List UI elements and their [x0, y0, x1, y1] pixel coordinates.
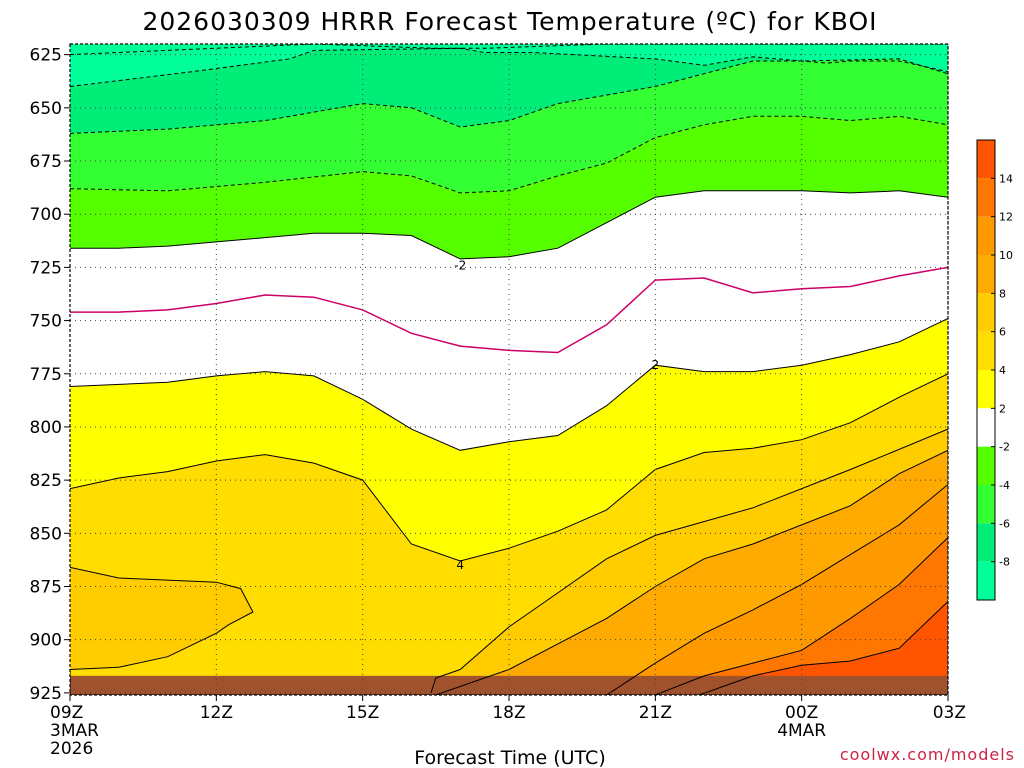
colorbar-tick-label: -6 [999, 517, 1010, 530]
contour-fills [70, 44, 948, 695]
x-tick-date: 3MAR [50, 721, 99, 741]
colorbar-swatch [977, 370, 995, 409]
colorbar-swatch [977, 331, 995, 370]
y-tick-label: 750 [30, 312, 62, 332]
y-tick-label: 700 [30, 205, 62, 225]
colorbar-tick-label: -8 [999, 556, 1010, 569]
contour-line-16 [699, 600, 948, 695]
x-tick-label: 18Z [492, 703, 525, 723]
contour-label: 4 [456, 558, 464, 572]
y-tick-label: 875 [30, 578, 62, 598]
y-tick-label: 900 [30, 631, 62, 651]
colorbar-swatch [977, 293, 995, 332]
x-tick-label: 12Z [200, 703, 233, 723]
colorbar-swatch [977, 140, 995, 179]
y-tick-label: 725 [30, 258, 62, 278]
contour-line--2 [70, 115, 948, 194]
y-tick-label: 775 [30, 365, 62, 385]
x-tick-label: 21Z [639, 703, 672, 723]
contour-line-4 [70, 317, 948, 451]
colorbar-swatch [977, 485, 995, 524]
colorbar-swatch [977, 408, 995, 447]
contour-line--6 [70, 47, 948, 87]
colorbar-swatch [977, 561, 995, 600]
y-tick-label: 650 [30, 99, 62, 119]
colorbar-tick-label: 6 [999, 326, 1006, 339]
x-tick-date: 4MAR [777, 721, 826, 741]
zero-degree-line [70, 266, 948, 354]
x-axis-label: Forecast Time (UTC) [414, 747, 605, 768]
colorbar-tick-label: 14 [999, 172, 1013, 185]
contour-label: -2 [454, 258, 466, 272]
contour-line--8 [70, 44, 948, 56]
contour-line-14 [655, 536, 948, 695]
colorbar-swatch [977, 523, 995, 562]
y-tick-label: 625 [30, 46, 62, 66]
colorbar-tick-label: 2 [999, 402, 1006, 415]
contour-line-10 [435, 449, 948, 695]
plot-area [70, 44, 948, 695]
colorbar-swatch [977, 178, 995, 217]
ground-strip [70, 675, 948, 695]
colorbar-tick-label: 8 [999, 287, 1006, 300]
x-tick-label: 03Z [933, 703, 966, 723]
credit-text[interactable]: coolwx.com/models [840, 745, 1015, 764]
colorbar-tick-label: 4 [999, 364, 1006, 377]
y-tick-label: 675 [30, 152, 62, 172]
colorbar: 14 12 10 8 6 4 2 -2 -4 -6 -8 [976, 139, 1013, 601]
colorbar-swatch [977, 446, 995, 485]
x-tick-label: 09Z [50, 703, 83, 723]
x-tick-year: 2026 [50, 739, 93, 759]
colorbar-tick-label: -2 [999, 441, 1010, 454]
chart-title: 2026030309 HRRR Forecast Temperature (ºC… [142, 7, 877, 36]
y-tick-label: 800 [30, 418, 62, 438]
band-fill-16 [699, 601, 948, 695]
contour-label: 2 [652, 358, 660, 372]
contour-line--4 [70, 58, 948, 134]
colorbar-tick-label: 10 [999, 249, 1013, 262]
y-tick-label: 825 [30, 471, 62, 491]
y-tick-label: 925 [30, 684, 62, 704]
x-tick-label: 15Z [346, 703, 379, 723]
colorbar-swatch [977, 255, 995, 294]
y-axis: 625 650 675 700 725 750 775 800 825 850 875 900 925 [30, 46, 70, 704]
colorbar-tick-label: 12 [999, 211, 1013, 224]
y-tick-label: 850 [30, 524, 62, 544]
contour-line-8 [70, 428, 948, 695]
x-tick-label: 00Z [785, 703, 818, 723]
colorbar-swatch [977, 216, 995, 255]
contour-line-2 [70, 190, 948, 260]
colorbar-tick-label: -4 [999, 479, 1010, 492]
contour-lines [70, 44, 948, 695]
